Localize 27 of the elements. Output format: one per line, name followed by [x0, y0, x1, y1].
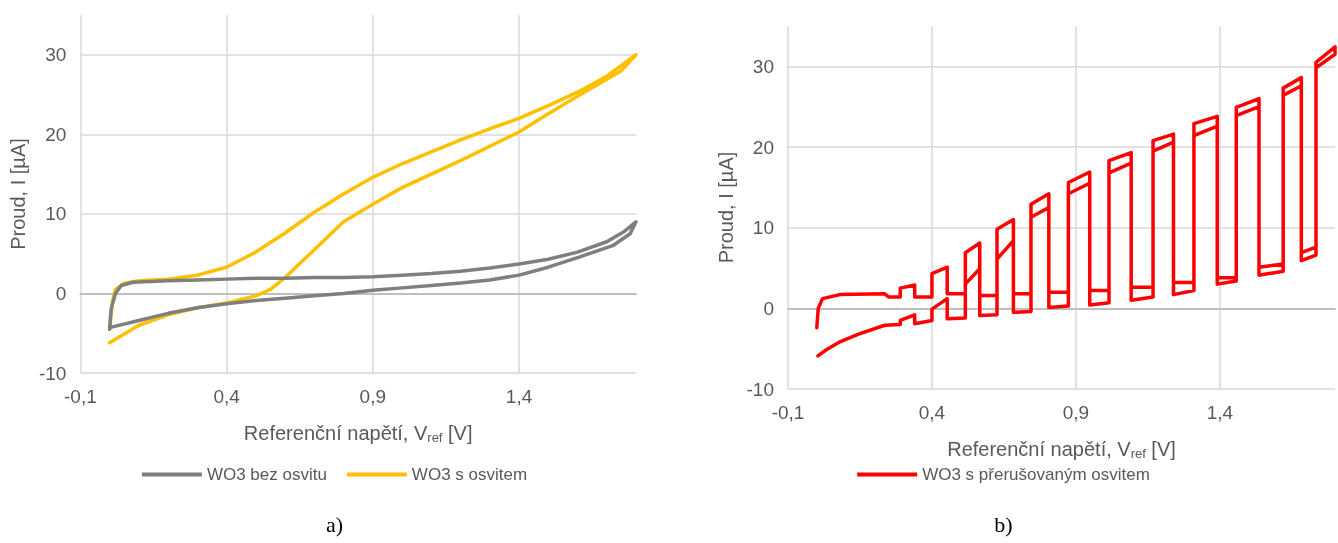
y-axis-title: Proud, I [µA]	[714, 151, 737, 264]
line-series	[815, 45, 1337, 358]
y-tick-label: -10	[746, 378, 774, 400]
y-tick-label: 20	[45, 123, 67, 145]
y-tick-label: 10	[752, 217, 774, 239]
text: b)	[994, 511, 1013, 537]
x-tick-label: 0,9	[359, 386, 387, 407]
legend-label: WO3 s přerušovaným osvitem	[922, 465, 1150, 484]
y-axis-title: Proud, I [µA]	[7, 138, 29, 250]
legend-label: WO3 s osvitem	[411, 465, 528, 484]
x-tick-label: 0,4	[213, 386, 241, 407]
x-tick-label: 0,9	[1062, 402, 1090, 423]
legend-label: WO3 bez osvitu	[206, 465, 327, 484]
x-tick-label: 0,4	[918, 402, 946, 423]
x-tick-label: 1,4	[505, 386, 533, 407]
y-tick-label: 10	[45, 203, 67, 225]
x-tick-label: 1,4	[1206, 402, 1234, 423]
y-tick-label: 0	[763, 297, 774, 319]
x-tick-label: -0,1	[771, 402, 805, 423]
line-series	[107, 220, 638, 331]
text: a)	[325, 511, 344, 537]
y-tick-label: -10	[38, 362, 67, 384]
y-tick-label: 20	[752, 136, 774, 158]
x-tick-label: -0,1	[63, 386, 97, 407]
y-tick-label: 0	[55, 282, 67, 304]
y-tick-label: 30	[45, 44, 67, 66]
y-tick-label: 30	[752, 55, 774, 77]
